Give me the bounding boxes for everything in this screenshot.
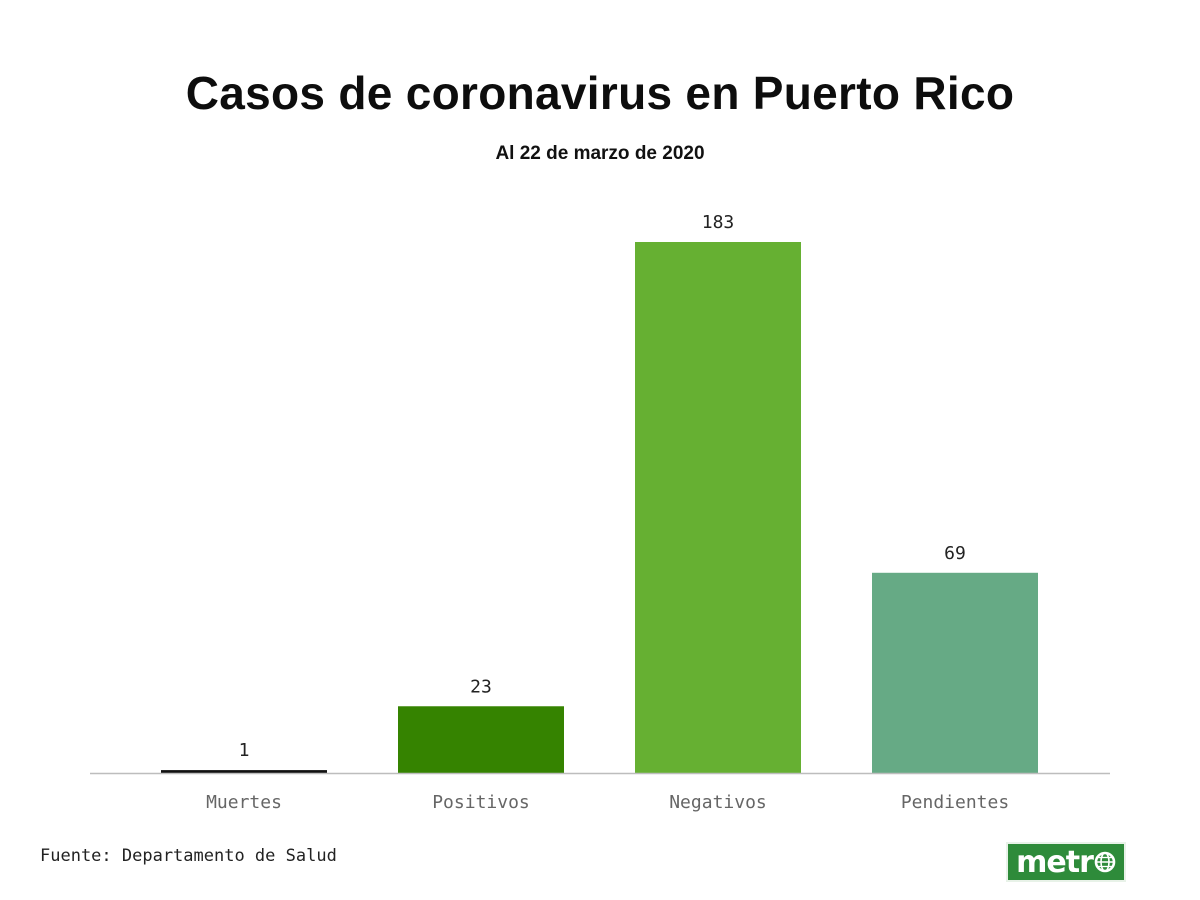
data-label-pendientes: 69	[944, 543, 966, 564]
x-tick-label-positivos: Positivos	[432, 792, 530, 813]
x-tick-label-negativos: Negativos	[669, 792, 767, 813]
data-label-positivos: 23	[470, 676, 492, 697]
chart-title: Casos de coronavirus en Puerto Rico	[185, 67, 1015, 119]
bar-pendientes	[872, 572, 1038, 773]
x-tick-label-muertes: Muertes	[206, 792, 282, 813]
x-tick-label-pendientes: Pendientes	[901, 792, 1009, 813]
bar-muertes	[161, 770, 327, 773]
metro-logo: metr	[1006, 842, 1126, 882]
bar-positivos	[398, 706, 564, 773]
data-label-muertes: 1	[239, 740, 250, 761]
metro-logo-text: metr	[1016, 844, 1094, 880]
source-note: Fuente: Departamento de Salud	[40, 846, 337, 866]
globe-icon	[1094, 851, 1116, 873]
bar-negativos	[635, 242, 801, 773]
data-label-negativos: 183	[702, 212, 735, 233]
chart-subtitle: Al 22 de marzo de 2020	[495, 143, 705, 164]
